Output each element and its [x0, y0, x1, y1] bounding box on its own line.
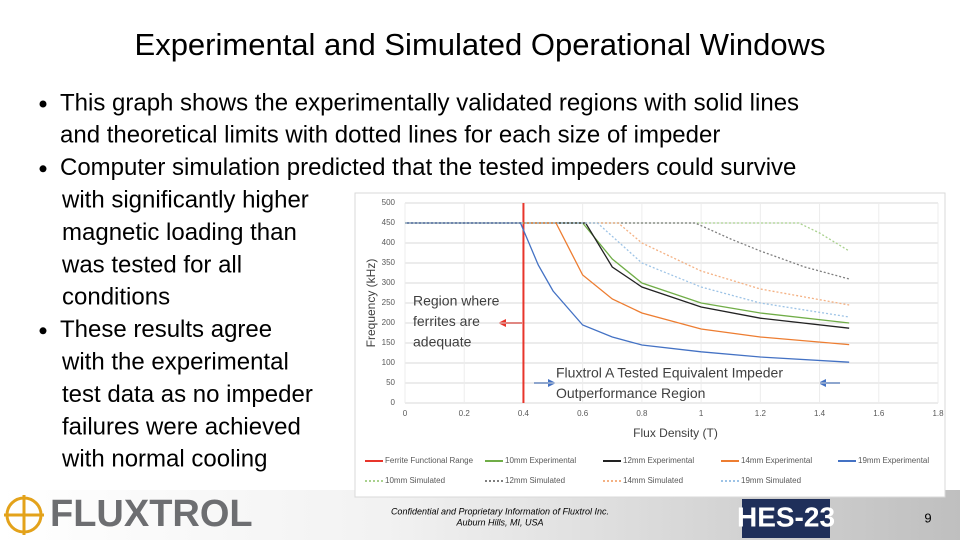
x-tick-label: 1.4: [814, 409, 826, 418]
y-tick-label: 100: [382, 358, 396, 367]
series-line: [405, 222, 850, 318]
bullet-text: magnetic loading than: [62, 219, 297, 246]
legend-label: 19mm Experimental: [858, 456, 929, 465]
series-line: [405, 222, 850, 363]
x-tick-label: 0.6: [577, 409, 589, 418]
annotation: Fluxtrol A Tested Equivalent Impeder: [556, 365, 783, 381]
bullet-text: failures were achieved: [62, 413, 301, 440]
annotation: Outperformance Region: [556, 385, 705, 401]
y-tick-label: 50: [386, 378, 395, 387]
bullet-text: These results agree: [60, 316, 272, 343]
bullet-text: Computer simulation predicted that the t…: [60, 154, 796, 181]
series-line: [405, 222, 850, 346]
legend-label: 12mm Experimental: [623, 456, 694, 465]
y-tick-label: 350: [382, 258, 396, 267]
bullet-dot: [39, 327, 47, 335]
slide-title: Experimental and Simulated Operational W…: [135, 27, 826, 62]
bullet-text: and theoretical limits with dotted lines…: [60, 122, 720, 149]
x-tick-label: 1.8: [932, 409, 944, 418]
legend-label: 19mm Simulated: [741, 476, 801, 485]
legend-label: Ferrite Functional Range: [385, 456, 474, 465]
bullet-text: test data as no impeder: [62, 381, 313, 408]
legend-label: 14mm Experimental: [741, 456, 812, 465]
x-axis-label: Flux Density (T): [633, 426, 718, 440]
annotation: Region where: [413, 293, 500, 309]
footer-line: Auburn Hills, MI, USA: [455, 517, 543, 527]
bullet-text: with significantly higher: [61, 187, 309, 214]
legend-label: 10mm Simulated: [385, 476, 445, 485]
legend-label: 10mm Experimental: [505, 456, 576, 465]
x-tick-label: 1.2: [755, 409, 767, 418]
x-tick-label: 0.2: [459, 409, 471, 418]
bullet-text: conditions: [62, 284, 170, 311]
bullet-text: with the experimental: [61, 349, 289, 376]
x-tick-label: 1: [699, 409, 704, 418]
y-tick-label: 400: [382, 238, 396, 247]
badge: HES-23: [737, 501, 835, 532]
logo-mark: [4, 495, 44, 535]
y-tick-label: 300: [382, 278, 396, 287]
annotation: adequate: [413, 334, 472, 350]
bullet-dot: [39, 165, 47, 173]
bullet-text: with normal cooling: [61, 446, 267, 473]
x-tick-label: 0: [403, 409, 408, 418]
badge-box: [742, 499, 830, 538]
bullet-dot: [39, 100, 47, 108]
y-tick-label: 450: [382, 218, 396, 227]
bullet-text: was tested for all: [61, 251, 242, 278]
series-line: [405, 222, 850, 280]
y-axis-label: Frequency (kHz): [364, 259, 378, 348]
y-tick-label: 250: [382, 298, 396, 307]
legend-label: 12mm Simulated: [505, 476, 565, 485]
x-tick-label: 0.8: [636, 409, 648, 418]
y-tick-label: 0: [391, 398, 396, 407]
legend-label: 14mm Simulated: [623, 476, 683, 485]
bullet-text: This graph shows the experimentally vali…: [60, 89, 799, 116]
x-tick-label: 1.6: [873, 409, 885, 418]
footer-line: Confidential and Proprietary Information…: [391, 506, 609, 516]
y-tick-label: 200: [382, 318, 396, 327]
y-tick-label: 500: [382, 198, 396, 207]
logo: FLUXTROL: [50, 493, 253, 535]
y-tick-label: 150: [382, 338, 396, 347]
annotation: ferrites are: [413, 313, 480, 329]
page-number: 9: [924, 510, 931, 525]
x-tick-label: 0.4: [518, 409, 530, 418]
